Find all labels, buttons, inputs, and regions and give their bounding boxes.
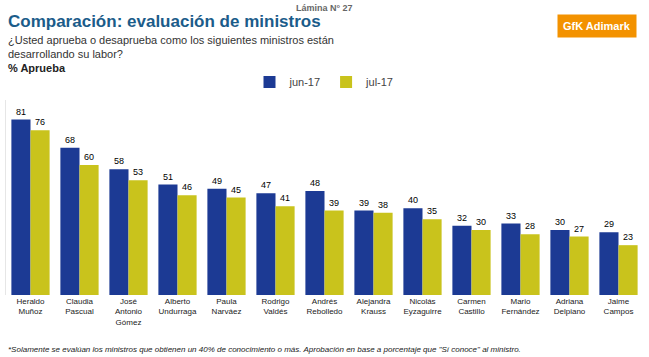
svg-text:39: 39 bbox=[359, 198, 369, 208]
svg-text:39: 39 bbox=[329, 198, 339, 208]
svg-text:*Solamente se evalúan los mini: *Solamente se evalúan los ministros que … bbox=[8, 345, 521, 354]
svg-text:jun-17: jun-17 bbox=[289, 76, 321, 88]
svg-text:53: 53 bbox=[133, 167, 143, 177]
svg-text:ClaudiaPascual: ClaudiaPascual bbox=[65, 297, 94, 316]
svg-text:47: 47 bbox=[261, 180, 271, 190]
svg-text:JaimeCampos: JaimeCampos bbox=[604, 297, 634, 316]
svg-text:48: 48 bbox=[310, 178, 320, 188]
svg-text:38: 38 bbox=[378, 200, 388, 210]
svg-text:58: 58 bbox=[114, 156, 124, 166]
svg-text:HeraldoMuñoz: HeraldoMuñoz bbox=[16, 297, 45, 316]
svg-text:NicolásEyzaguirre: NicolásEyzaguirre bbox=[403, 297, 442, 316]
svg-text:46: 46 bbox=[182, 182, 192, 192]
svg-text:GfK Adimark: GfK Adimark bbox=[563, 20, 631, 32]
svg-text:AdrianaDelpiano: AdrianaDelpiano bbox=[554, 297, 586, 316]
svg-text:30: 30 bbox=[476, 217, 486, 227]
svg-text:27: 27 bbox=[574, 224, 584, 234]
svg-text:JoséAntonioGómez: JoséAntonioGómez bbox=[115, 297, 143, 327]
svg-text:41: 41 bbox=[280, 193, 290, 203]
svg-text:60: 60 bbox=[84, 152, 94, 162]
svg-text:51: 51 bbox=[163, 172, 173, 182]
svg-text:76: 76 bbox=[35, 117, 45, 127]
svg-text:AlbertoUndurraga: AlbertoUndurraga bbox=[159, 297, 197, 316]
svg-text:28: 28 bbox=[525, 221, 535, 231]
svg-text:AndrésRebolledo: AndrésRebolledo bbox=[306, 297, 343, 316]
svg-text:68: 68 bbox=[65, 135, 75, 145]
svg-text:AlejandraKrauss: AlejandraKrauss bbox=[357, 297, 391, 316]
svg-text:¿Usted aprueba o desaprueba co: ¿Usted aprueba o desaprueba como los sig… bbox=[8, 34, 334, 60]
svg-text:49: 49 bbox=[212, 176, 222, 186]
svg-text:45: 45 bbox=[231, 185, 241, 195]
svg-text:23: 23 bbox=[623, 232, 633, 242]
svg-text:81: 81 bbox=[16, 107, 26, 117]
svg-text:40: 40 bbox=[408, 195, 418, 205]
svg-text:32: 32 bbox=[457, 213, 467, 223]
svg-text:33: 33 bbox=[506, 211, 516, 221]
svg-text:Comparación: evaluación de min: Comparación: evaluación de ministros bbox=[8, 12, 321, 31]
svg-text:RodrigoValdés: RodrigoValdés bbox=[261, 297, 290, 316]
svg-text:35: 35 bbox=[427, 206, 437, 216]
svg-text:30: 30 bbox=[555, 217, 565, 227]
svg-text:29: 29 bbox=[604, 219, 614, 229]
svg-text:PaulaNarváez: PaulaNarváez bbox=[212, 297, 242, 316]
svg-text:jul-17: jul-17 bbox=[365, 76, 393, 88]
svg-text:CarmenCastillo: CarmenCastillo bbox=[457, 297, 485, 316]
svg-text:% Aprueba: % Aprueba bbox=[8, 62, 66, 74]
svg-text:MarioFernández: MarioFernández bbox=[501, 297, 539, 316]
svg-text:Lámina N° 27: Lámina N° 27 bbox=[296, 3, 353, 13]
